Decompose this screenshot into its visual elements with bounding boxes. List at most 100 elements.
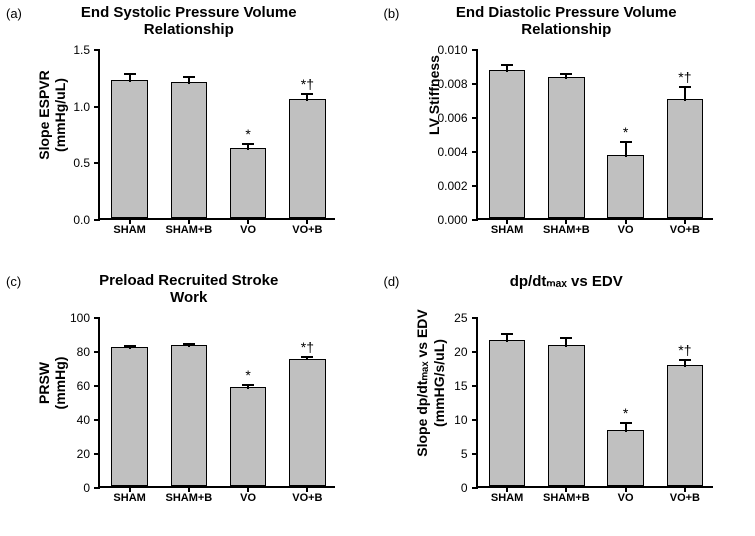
- significance-marker: *: [623, 405, 628, 421]
- ylabel-line: Slope ESPVR: [36, 70, 52, 159]
- plot-area: 0510152025SHAMSHAM+B*VO*†VO+B: [476, 318, 713, 488]
- y-tick: [94, 317, 100, 319]
- y-tick-label: 60: [77, 379, 90, 393]
- y-axis-label: PRSW(mmHg): [36, 298, 68, 468]
- y-tick: [472, 117, 478, 119]
- significance-marker: *: [245, 367, 250, 383]
- y-tick: [472, 151, 478, 153]
- bar-vo: [230, 148, 267, 218]
- y-tick: [94, 106, 100, 108]
- title-line: Work: [170, 289, 207, 306]
- y-tick-label: 25: [454, 311, 467, 325]
- panel-b: (b)End Diastolic Pressure VolumeRelation…: [378, 0, 755, 268]
- ylabel-line: PRSW: [36, 362, 52, 404]
- plot-area: 0.0000.0020.0040.0060.0080.010SHAMSHAM+B…: [476, 50, 713, 220]
- bar-vo: [607, 155, 644, 218]
- y-tick: [472, 487, 478, 489]
- y-tick: [472, 351, 478, 353]
- y-tick: [94, 49, 100, 51]
- figure-grid: (a)End Systolic Pressure VolumeRelations…: [0, 0, 755, 536]
- ylabel-line: (mmHG/s/uL): [431, 339, 447, 427]
- x-tick-label: SHAM: [491, 224, 523, 236]
- panel-a: (a)End Systolic Pressure VolumeRelations…: [0, 0, 378, 268]
- y-tick: [472, 419, 478, 421]
- bar-vo-b: [667, 365, 704, 486]
- plot-area: 020406080100SHAMSHAM+B*VO*†VO+B: [98, 318, 335, 488]
- x-tick-label: SHAM+B: [165, 492, 212, 504]
- y-tick: [472, 185, 478, 187]
- bar-vo-b: [289, 99, 326, 218]
- y-tick: [94, 419, 100, 421]
- y-tick-label: 10: [454, 413, 467, 427]
- y-tick-label: 20: [77, 447, 90, 461]
- y-tick-label: 0: [461, 481, 468, 495]
- x-tick-label: SHAM+B: [543, 492, 590, 504]
- x-tick-label: SHAM: [113, 492, 145, 504]
- y-tick: [472, 83, 478, 85]
- y-tick: [94, 219, 100, 221]
- bar-sham-b: [548, 77, 585, 218]
- bar-sham: [111, 80, 148, 218]
- x-tick-label: VO+B: [670, 492, 700, 504]
- bar-vo-b: [289, 359, 326, 487]
- title-line: Preload Recruited Stroke: [99, 272, 278, 289]
- ylabel-line: Slope dp/dtₘₐₓ vs EDV: [414, 309, 430, 457]
- bar-sham-b: [548, 345, 585, 486]
- y-tick: [472, 219, 478, 221]
- y-tick: [472, 317, 478, 319]
- bar-sham: [489, 340, 526, 486]
- panel-c: (c)Preload Recruited StrokeWork020406080…: [0, 268, 378, 536]
- y-tick-label: 0.000: [437, 213, 467, 227]
- x-tick-label: VO+B: [670, 224, 700, 236]
- ylabel-line: LV Stiffness: [426, 55, 442, 135]
- y-axis-label: Slope ESPVR(mmHg/uL): [36, 30, 68, 200]
- bar-sham-b: [171, 82, 208, 218]
- x-tick-label: VO+B: [292, 492, 322, 504]
- bar-vo: [230, 387, 267, 486]
- significance-marker: *†: [678, 342, 691, 358]
- x-tick-label: SHAM: [491, 492, 523, 504]
- x-tick-label: VO: [240, 224, 256, 236]
- plot-area: 0.00.51.01.5SHAMSHAM+B*VO*†VO+B: [98, 50, 335, 220]
- y-tick-label: 0.0: [73, 213, 90, 227]
- y-tick: [94, 453, 100, 455]
- significance-marker: *†: [301, 76, 314, 92]
- y-tick-label: 0.5: [73, 156, 90, 170]
- bar-vo-b: [667, 99, 704, 218]
- y-axis-label: LV Stiffness: [426, 10, 442, 180]
- y-tick-label: 1.5: [73, 43, 90, 57]
- y-tick-label: 40: [77, 413, 90, 427]
- y-tick-label: 0: [83, 481, 90, 495]
- y-tick: [94, 351, 100, 353]
- title-line: End Diastolic Pressure Volume: [456, 4, 677, 21]
- y-tick-label: 80: [77, 345, 90, 359]
- significance-marker: *†: [301, 339, 314, 355]
- bar-vo: [607, 430, 644, 486]
- x-tick-label: SHAM+B: [165, 224, 212, 236]
- panel-d: (d)dp/dtₘₐₓ vs EDV0510152025SHAMSHAM+B*V…: [378, 268, 755, 536]
- y-axis-label: Slope dp/dtₘₐₓ vs EDV(mmHG/s/uL): [414, 298, 447, 468]
- significance-marker: *: [623, 124, 628, 140]
- ylabel-line: (mmHg/uL): [52, 78, 68, 152]
- title-line: Relationship: [144, 21, 234, 38]
- x-tick-label: VO: [618, 492, 634, 504]
- significance-marker: *†: [678, 69, 691, 85]
- x-tick-label: VO+B: [292, 224, 322, 236]
- y-tick: [472, 385, 478, 387]
- bar-sham: [111, 347, 148, 486]
- ylabel-line: (mmHg): [52, 357, 68, 410]
- y-tick-label: 1.0: [73, 100, 90, 114]
- y-tick-label: 0.002: [437, 179, 467, 193]
- y-tick-label: 5: [461, 447, 468, 461]
- x-tick-label: SHAM: [113, 224, 145, 236]
- bar-sham-b: [171, 345, 208, 486]
- y-tick: [472, 453, 478, 455]
- y-tick-label: 20: [454, 345, 467, 359]
- x-tick-label: VO: [240, 492, 256, 504]
- x-tick-label: VO: [618, 224, 634, 236]
- title-line: Relationship: [521, 21, 611, 38]
- title-line: dp/dtₘₐₓ vs EDV: [510, 273, 623, 290]
- y-tick: [472, 49, 478, 51]
- bar-sham: [489, 70, 526, 218]
- y-tick: [94, 385, 100, 387]
